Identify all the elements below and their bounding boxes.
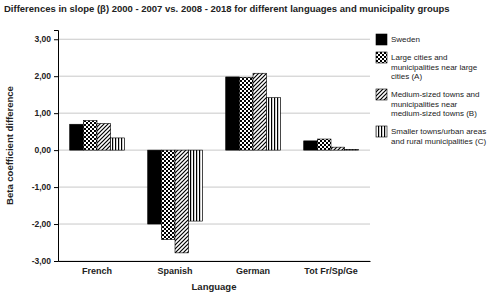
y-tick-label: 3,00 [34, 34, 51, 44]
x-axis: French Spanish German Tot Fr/Sp/Ge [59, 261, 371, 276]
legend-label: Smaller towns/urban areas and rural muni… [391, 127, 488, 146]
y-tick-label: -1,00 [32, 182, 52, 192]
x-tick: German [236, 261, 270, 276]
chart: Differences in slope (β) 2000 - 2007 vs.… [0, 0, 500, 295]
y-tick: -1,00 [32, 182, 58, 192]
title: Differences in slope (β) 2000 - 2007 vs.… [4, 3, 450, 14]
y-tick-label: 0,00 [34, 145, 51, 155]
y-tick: -2,00 [32, 219, 58, 229]
legend-label: Medium-sized towns and municipalities ne… [391, 90, 482, 118]
bars [70, 73, 359, 253]
x-axis-title: Language [192, 281, 237, 292]
grid-line [58, 261, 370, 262]
grid [58, 39, 370, 261]
legend-label: Large cities and municipalities near lar… [391, 53, 480, 81]
x-tick-label: Tot Fr/Sp/Ge [304, 266, 357, 276]
x-axis-line [59, 261, 371, 262]
grid-line [58, 76, 370, 77]
y-tick-label: 1,00 [34, 108, 51, 118]
legend-label: Sweden [391, 35, 420, 44]
bar [83, 121, 97, 151]
y-tick: 0,00 [34, 145, 58, 155]
bar [111, 138, 125, 150]
y-tick-mark [54, 261, 58, 262]
grid-line [58, 187, 370, 188]
y-tick-label: -3,00 [32, 256, 52, 266]
bar [253, 73, 267, 150]
y-axis-line [54, 31, 59, 262]
grid-line [58, 39, 370, 40]
x-tick: Tot Fr/Sp/Ge [304, 261, 357, 276]
bar [175, 150, 189, 253]
y-tick: 1,00 [34, 108, 58, 118]
x-tick: French [82, 261, 112, 276]
y-tick-label: 2,00 [34, 71, 51, 81]
bar [239, 77, 253, 150]
bar [331, 147, 345, 150]
legend-swatch [376, 34, 387, 45]
bar [304, 141, 318, 150]
bar [189, 150, 203, 221]
y-tick: 2,00 [34, 71, 58, 81]
bar [70, 124, 84, 150]
x-tick-label: French [82, 266, 112, 276]
y-tick-mark [54, 113, 58, 114]
bar [345, 149, 359, 151]
legend-swatch [376, 126, 387, 137]
y-axis: -3,00 -2,00 -1,00 0,00 1,00 2,00 3,00 [32, 31, 59, 267]
bar [148, 150, 162, 224]
bar [226, 77, 240, 150]
y-tick: -3,00 [32, 256, 58, 266]
y-tick-mark [54, 224, 58, 225]
legend-swatch [376, 89, 387, 100]
bar [267, 98, 281, 150]
y-tick-mark [54, 76, 58, 77]
x-tick-label: German [236, 266, 270, 276]
y-tick-mark [54, 39, 58, 40]
y-tick-label: -2,00 [32, 219, 52, 229]
y-tick: 3,00 [34, 34, 58, 44]
grid-line [58, 113, 370, 114]
y-axis-title: Beta coefficient difference [4, 86, 15, 205]
x-tick: Spanish [157, 261, 192, 276]
bar [97, 124, 111, 151]
plot: -3,00 -2,00 -1,00 0,00 1,00 2,00 3,00 French Spa… [32, 31, 371, 276]
y-tick-mark [54, 150, 58, 151]
legend-swatch [376, 52, 387, 63]
legend: Sweden Large cities and municipalities ne… [376, 34, 488, 146]
grid-line [58, 224, 370, 225]
y-tick-mark [54, 187, 58, 188]
bar [161, 150, 175, 239]
bar [317, 139, 331, 150]
x-tick-label: Spanish [157, 266, 192, 276]
